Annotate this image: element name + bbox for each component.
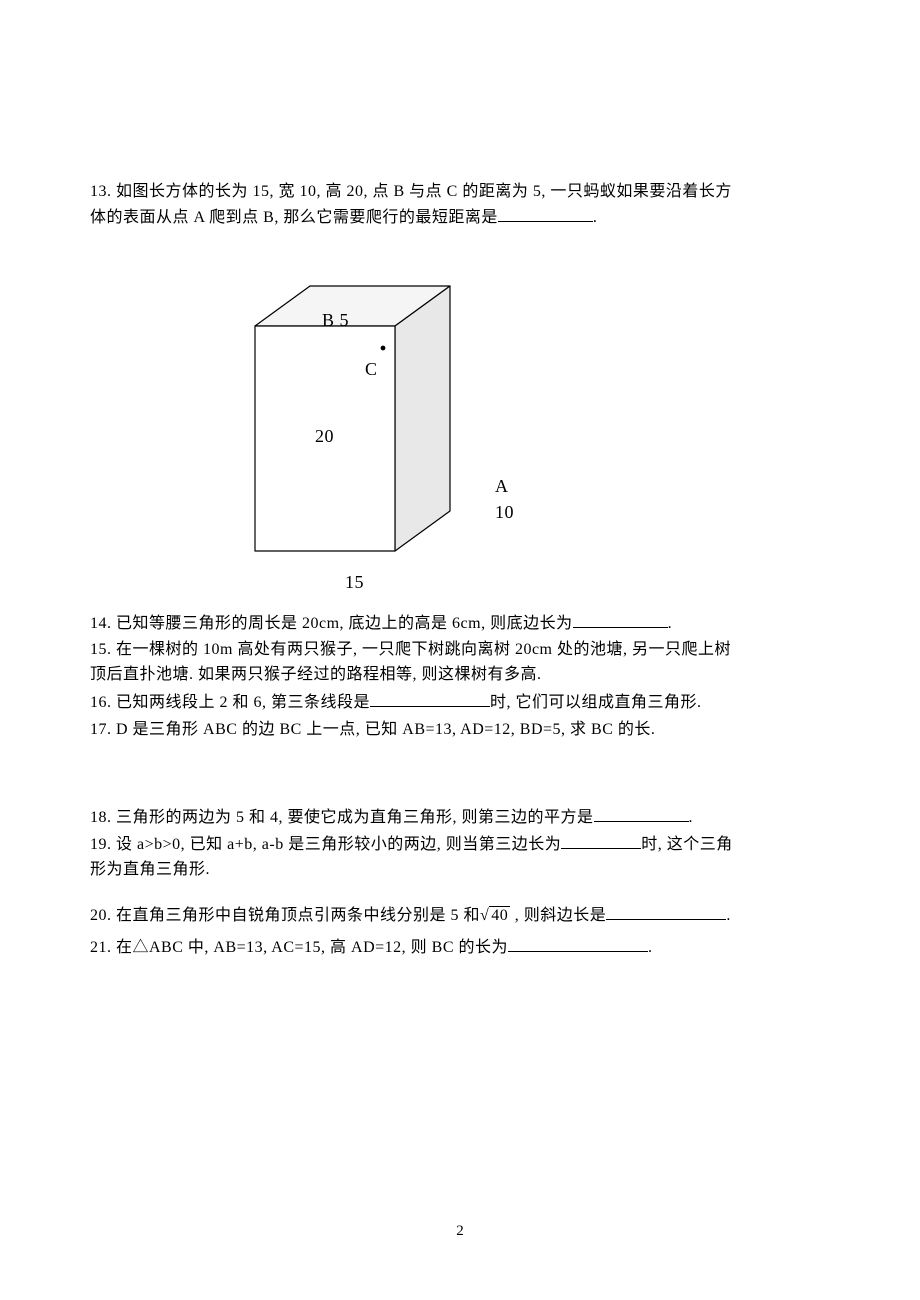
question-16: 16. 已知两线段上 2 和 6, 第三条线段是 时, 它们可以组成直角三角形.	[90, 690, 830, 716]
q20-blank	[606, 903, 726, 920]
spacer	[90, 745, 830, 805]
q15-line2: 顶后直扑池塘. 如果两只猴子经过的路程相等, 则这棵树有多高.	[90, 666, 542, 683]
q13-tail: .	[593, 209, 598, 226]
q20-pre: 20. 在直角三角形中自锐角顶点引两条中线分别是 5 和	[90, 907, 480, 924]
q19-line2: 形为直角三角形.	[90, 861, 210, 878]
q19-pre: 19. 设 a>b>0, 已知 a+b, a-b 是三角形较小的两边, 则当第三…	[90, 836, 561, 853]
question-14: 14. 已知等腰三角形的周长是 20cm, 底边上的高是 6cm, 则底边长为.	[90, 611, 830, 637]
question-20: 20. 在直角三角形中自锐角顶点引两条中线分别是 5 和√40 , 则斜边长是.	[90, 903, 830, 929]
question-17: 17. D 是三角形 ABC 的边 BC 上一点, 已知 AB=13, AD=1…	[90, 718, 830, 743]
label-a: A	[495, 473, 509, 501]
q13-blank	[498, 205, 593, 222]
question-21: 21. 在△ABC 中, AB=13, AC=15, 高 AD=12, 则 BC…	[90, 935, 830, 961]
sqrt-icon: √40	[480, 906, 510, 924]
q13-line2: 体的表面从点 A 爬到点 B, 那么它需要爬行的最短距离是	[90, 209, 498, 226]
q19-blank	[561, 832, 641, 849]
q18-pre: 18. 三角形的两边为 5 和 4, 要使它成为直角三角形, 则第三边的平方是	[90, 809, 594, 826]
q20-mid: , 则斜边长是	[510, 907, 606, 924]
q14-pre: 14. 已知等腰三角形的周长是 20cm, 底边上的高是 6cm, 则底边长为	[90, 615, 573, 632]
question-13: 13. 如图长方体的长为 15, 宽 10, 高 20, 点 B 与点 C 的距…	[90, 180, 830, 231]
label-20: 20	[315, 423, 334, 451]
question-15: 15. 在一棵树的 10m 高处有两只猴子, 一只爬下树跳向离树 20cm 处的…	[90, 638, 830, 688]
spacer	[90, 885, 830, 903]
q16-pre: 16. 已知两线段上 2 和 6, 第三条线段是	[90, 694, 370, 711]
cuboid-svg	[220, 271, 520, 601]
cuboid-figure: B 5 C 20 A 10 15	[220, 271, 520, 601]
q16-blank	[370, 690, 490, 707]
q13-line1: 13. 如图长方体的长为 15, 宽 10, 高 20, 点 B 与点 C 的距…	[90, 183, 732, 200]
label-b5: B 5	[322, 307, 349, 335]
q17-text: 17. D 是三角形 ABC 的边 BC 上一点, 已知 AB=13, AD=1…	[90, 721, 655, 738]
q18-tail: .	[689, 809, 694, 826]
label-c: C	[365, 356, 378, 384]
q20-sqrt-val: 40	[489, 906, 510, 924]
q21-blank	[508, 935, 648, 952]
q14-blank	[573, 611, 668, 628]
q18-blank	[594, 805, 689, 822]
label-15: 15	[345, 569, 364, 597]
q21-pre: 21. 在△ABC 中, AB=13, AC=15, 高 AD=12, 则 BC…	[90, 939, 508, 956]
q21-tail: .	[648, 939, 653, 956]
question-18: 18. 三角形的两边为 5 和 4, 要使它成为直角三角形, 则第三边的平方是.	[90, 805, 830, 831]
q16-post: 时, 它们可以组成直角三角形.	[490, 694, 702, 711]
q14-tail: .	[668, 615, 673, 632]
q15-line1: 15. 在一棵树的 10m 高处有两只猴子, 一只爬下树跳向离树 20cm 处的…	[90, 641, 731, 658]
q19-post: 时, 这个三角	[641, 836, 733, 853]
label-10: 10	[495, 499, 514, 527]
page-number: 2	[0, 1223, 920, 1240]
question-19: 19. 设 a>b>0, 已知 a+b, a-b 是三角形较小的两边, 则当第三…	[90, 832, 830, 883]
q20-tail: .	[726, 907, 731, 924]
